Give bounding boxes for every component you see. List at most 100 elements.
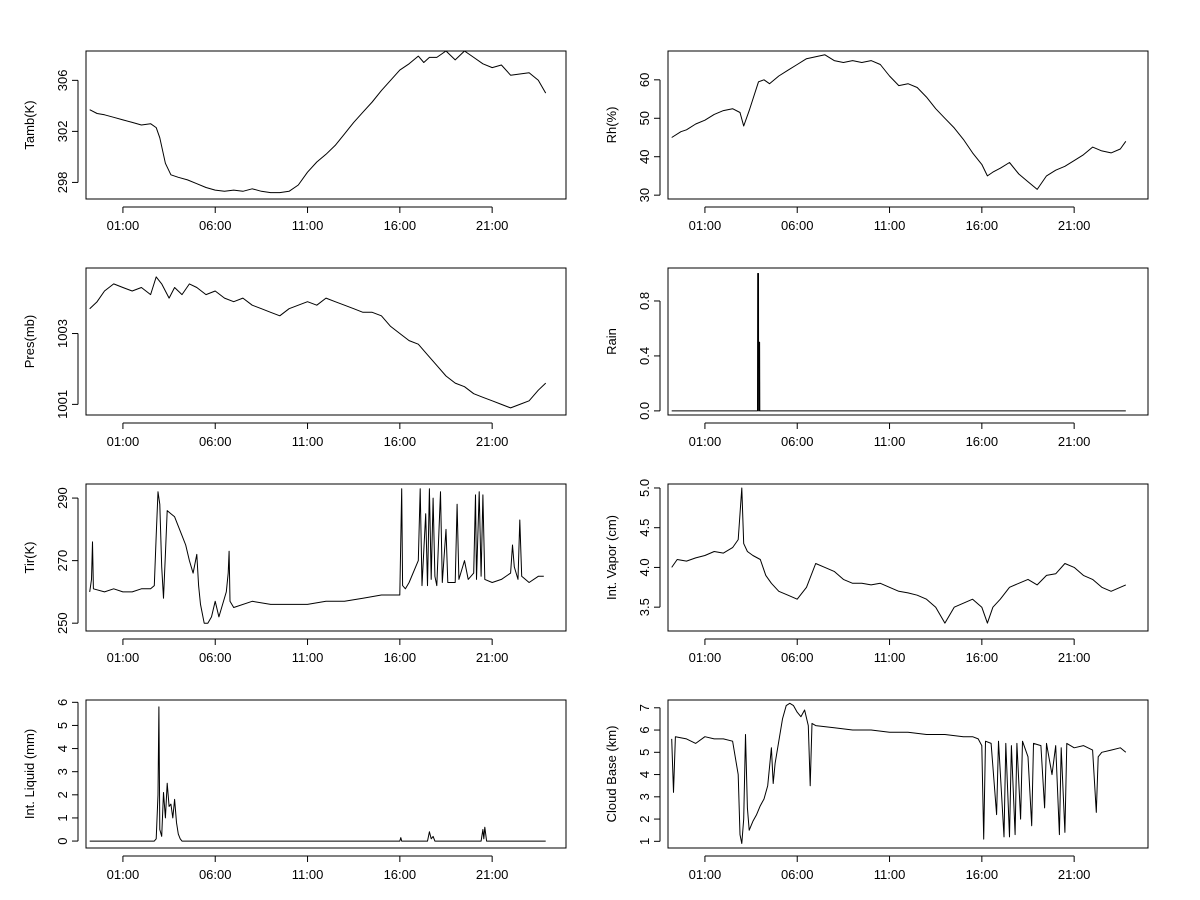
x-tick-label: 01:00	[107, 218, 140, 233]
x-tick-label: 11:00	[874, 434, 906, 449]
series-line	[671, 54, 1127, 190]
series-line	[89, 50, 547, 194]
y-tick-label: 298	[55, 172, 70, 194]
x-tick-label: 16:00	[966, 434, 999, 449]
y-tick-label: 302	[55, 121, 70, 143]
x-tick-label: 01:00	[689, 650, 722, 665]
plot-frame	[85, 483, 567, 632]
x-tick-label: 21:00	[476, 218, 509, 233]
x-tick-label: 21:00	[476, 867, 509, 882]
y-tick-label: 4.0	[637, 558, 652, 576]
y-tick-label: 3	[55, 768, 70, 775]
y-tick-label: 7	[637, 704, 652, 711]
y-axis-label: Tir(K)	[22, 541, 37, 573]
y-tick-label: 40	[637, 149, 652, 163]
x-tick-label: 01:00	[107, 434, 140, 449]
series-line	[671, 702, 1127, 844]
series-line	[89, 488, 544, 624]
x-tick-label: 01:00	[689, 867, 722, 882]
chart-panel: 01:00 06:00 11:00 16:00 21:00 0 1 2 3 4 5 6 Int. Liq…	[22, 699, 567, 882]
y-tick-label: 0.0	[637, 402, 652, 420]
y-tick-label: 306	[55, 69, 70, 91]
x-tick-label: 16:00	[384, 434, 417, 449]
x-tick-label: 11:00	[292, 867, 324, 882]
y-tick-label: 1	[637, 838, 652, 845]
x-tick-label: 21:00	[476, 650, 509, 665]
x-tick-label: 11:00	[292, 218, 324, 233]
y-tick-label: 5.0	[637, 479, 652, 497]
x-tick-label: 21:00	[1058, 218, 1091, 233]
series-line	[671, 487, 1126, 624]
y-tick-label: 30	[637, 188, 652, 202]
chart-panel: 01:00 06:00 11:00 16:00 21:00 0.0 0.4 0.8 Rain	[604, 267, 1149, 449]
x-tick-label: 16:00	[384, 218, 417, 233]
plot-frame	[667, 50, 1149, 200]
chart-panel: 01:00 06:00 11:00 16:00 21:00 250 270 290 Tir(K)	[22, 483, 567, 665]
x-tick-label: 21:00	[1058, 867, 1091, 882]
y-tick-label: 0	[55, 837, 70, 844]
y-tick-label: 1001	[55, 390, 70, 419]
y-tick-label: 3	[637, 793, 652, 800]
x-tick-label: 21:00	[1058, 650, 1091, 665]
y-axis-label: Int. Liquid (mm)	[22, 729, 37, 819]
x-tick-label: 16:00	[966, 867, 999, 882]
x-tick-label: 06:00	[781, 218, 814, 233]
plot-frame	[667, 483, 1149, 632]
x-tick-label: 16:00	[384, 867, 417, 882]
y-tick-label: 2	[55, 791, 70, 798]
chart-panel: 01:00 06:00 11:00 16:00 21:00 1001 1003 Pres(mb…	[22, 267, 567, 449]
x-tick-label: 01:00	[689, 434, 722, 449]
y-tick-label: 4.5	[637, 519, 652, 537]
y-tick-label: 50	[637, 111, 652, 125]
x-tick-label: 06:00	[781, 650, 814, 665]
plot-frame	[85, 50, 567, 200]
x-tick-label: 11:00	[874, 867, 906, 882]
x-tick-label: 06:00	[199, 218, 232, 233]
y-tick-label: 290	[55, 487, 70, 509]
y-axis-label: Pres(mb)	[22, 315, 37, 368]
series-line	[89, 706, 546, 842]
x-tick-label: 06:00	[781, 867, 814, 882]
y-axis-label: Cloud Base (km)	[604, 726, 619, 823]
x-tick-label: 01:00	[689, 218, 722, 233]
x-tick-label: 06:00	[199, 867, 232, 882]
y-tick-label: 2	[637, 815, 652, 822]
chart-panel: 01:00 06:00 11:00 16:00 21:00 30 40 50 60 Rh(%)	[604, 50, 1149, 233]
chart-panel: 01:00 06:00 11:00 16:00 21:00 3.5 4.0 4.5 5.0 Int…	[604, 479, 1149, 665]
plot-frame	[667, 267, 1149, 416]
x-tick-label: 11:00	[874, 650, 906, 665]
series-line	[89, 276, 547, 409]
y-tick-label: 0.4	[637, 347, 652, 365]
plot-frame	[85, 699, 567, 849]
x-tick-label: 11:00	[292, 434, 324, 449]
x-tick-label: 11:00	[874, 218, 906, 233]
y-tick-label: 3.5	[637, 598, 652, 616]
x-tick-label: 21:00	[1058, 434, 1091, 449]
plot-frame	[667, 699, 1149, 849]
x-tick-label: 16:00	[966, 650, 999, 665]
x-tick-label: 06:00	[199, 650, 232, 665]
chart-panel: 01:00 06:00 11:00 16:00 21:00 1 2 3 4 5 6 7 Cloud Ba…	[604, 699, 1149, 882]
y-tick-label: 6	[55, 699, 70, 706]
x-tick-label: 16:00	[966, 218, 999, 233]
y-axis-label: Rain	[604, 328, 619, 355]
y-tick-label: 1003	[55, 319, 70, 348]
series-line	[671, 273, 1126, 412]
x-tick-label: 16:00	[384, 650, 417, 665]
plot-frame	[85, 267, 567, 416]
x-tick-label: 06:00	[781, 434, 814, 449]
x-tick-label: 11:00	[292, 650, 324, 665]
x-tick-label: 01:00	[107, 650, 140, 665]
y-tick-label: 0.8	[637, 292, 652, 310]
y-tick-label: 60	[637, 73, 652, 87]
y-tick-label: 4	[55, 745, 70, 752]
y-axis-label: Tamb(K)	[22, 100, 37, 149]
y-tick-label: 5	[55, 722, 70, 729]
y-tick-label: 270	[55, 550, 70, 572]
y-tick-label: 4	[637, 771, 652, 778]
y-tick-label: 1	[55, 814, 70, 821]
y-axis-label: Rh(%)	[604, 107, 619, 144]
y-tick-label: 250	[55, 612, 70, 634]
x-tick-label: 21:00	[476, 434, 509, 449]
